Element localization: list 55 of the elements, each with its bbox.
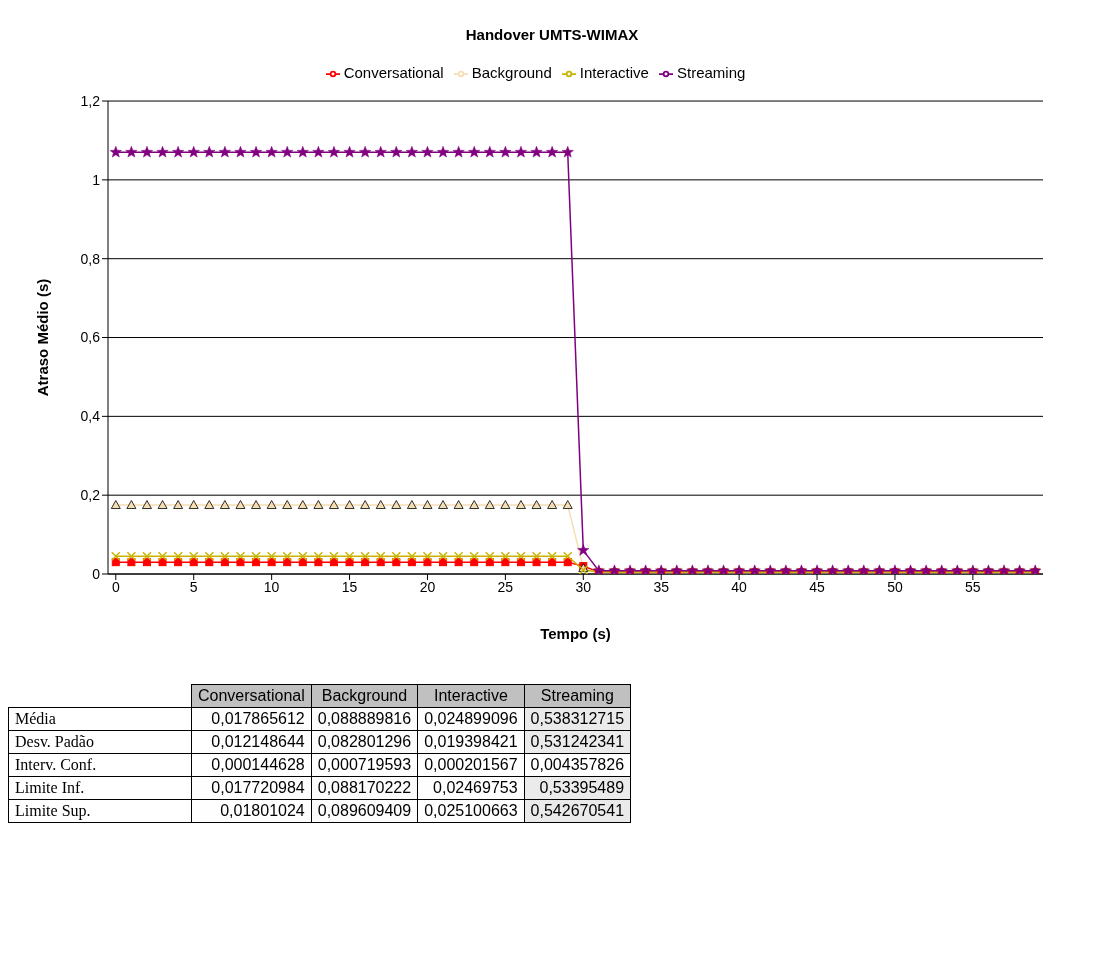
x-tick-label: 5 bbox=[189, 578, 198, 595]
legend-label: Interactive bbox=[579, 64, 649, 81]
x-axis-title: Tempo (s) bbox=[540, 625, 611, 642]
legend-label: Background bbox=[471, 64, 552, 81]
legend-label: Streaming bbox=[676, 64, 746, 81]
data-label: 0,000201567 bbox=[417, 753, 525, 777]
y-tick-label: 0,4 bbox=[80, 408, 101, 425]
y-tick-label: Interv. Conf. bbox=[8, 753, 192, 777]
y-axis-title: Atraso Médio (s) bbox=[34, 278, 52, 397]
data-label: 0,024899096 bbox=[417, 707, 525, 731]
y-tick-label: 0 bbox=[92, 565, 101, 582]
x-tick-label: 10 bbox=[263, 578, 280, 595]
x-tick-label: 40 bbox=[731, 578, 748, 595]
x-tick-label: Interactive bbox=[417, 684, 525, 708]
y-tick-label: 0,8 bbox=[80, 250, 101, 267]
data-label: 0,004357826 bbox=[524, 753, 631, 777]
x-tick-label: 35 bbox=[653, 578, 670, 595]
data-label: 0,088170222 bbox=[311, 776, 418, 800]
data-label: 0,017865612 bbox=[191, 707, 312, 731]
data-label: 0,082801296 bbox=[311, 730, 418, 754]
x-tick-label: Conversational bbox=[191, 684, 312, 708]
y-tick-label: 0,2 bbox=[80, 487, 101, 504]
data-label: 0,088889816 bbox=[311, 707, 418, 731]
chart-title: Handover UMTS-WIMAX bbox=[464, 25, 640, 45]
y-tick-label: Limite Sup. bbox=[8, 799, 192, 823]
x-tick-label: Streaming bbox=[524, 684, 631, 708]
y-tick-label: 1,2 bbox=[80, 93, 101, 109]
data-label: 0,000144628 bbox=[191, 753, 312, 777]
data-label: 0,531242341 bbox=[524, 730, 631, 754]
x-tick-label: 0 bbox=[111, 578, 120, 595]
data-label: 0,01801024 bbox=[191, 799, 312, 823]
x-tick-label: 30 bbox=[575, 578, 592, 595]
y-tick-label: Média bbox=[8, 707, 192, 731]
legend-label: Conversational bbox=[343, 64, 444, 81]
data-label: 0,012148644 bbox=[191, 730, 312, 754]
x-tick-label: 55 bbox=[965, 578, 981, 595]
data-label: 0,53395489 bbox=[524, 776, 631, 800]
y-tick-label: 1 bbox=[92, 171, 101, 188]
y-tick-label: Desv. Padão bbox=[8, 730, 192, 754]
data-label: 0,542670541 bbox=[524, 799, 631, 823]
data-label: 0,000719593 bbox=[311, 753, 418, 777]
data-label: 0,019398421 bbox=[417, 730, 525, 754]
data-label: 0,089609409 bbox=[311, 799, 418, 823]
y-tick-label: Limite Inf. bbox=[8, 776, 192, 800]
x-tick-label: Background bbox=[311, 684, 418, 708]
x-tick-label: 15 bbox=[341, 578, 358, 595]
y-tick-label: 0,6 bbox=[80, 329, 101, 346]
x-tick-label: 20 bbox=[419, 578, 436, 595]
data-label: 0,538312715 bbox=[524, 707, 631, 731]
x-tick-label: 50 bbox=[887, 578, 903, 595]
data-label: 0,025100663 bbox=[417, 799, 525, 823]
x-tick-label: 45 bbox=[809, 578, 826, 595]
data-label: 0,017720984 bbox=[191, 776, 312, 800]
data-label: 0,02469753 bbox=[417, 776, 525, 800]
x-tick-label: 25 bbox=[497, 578, 514, 595]
